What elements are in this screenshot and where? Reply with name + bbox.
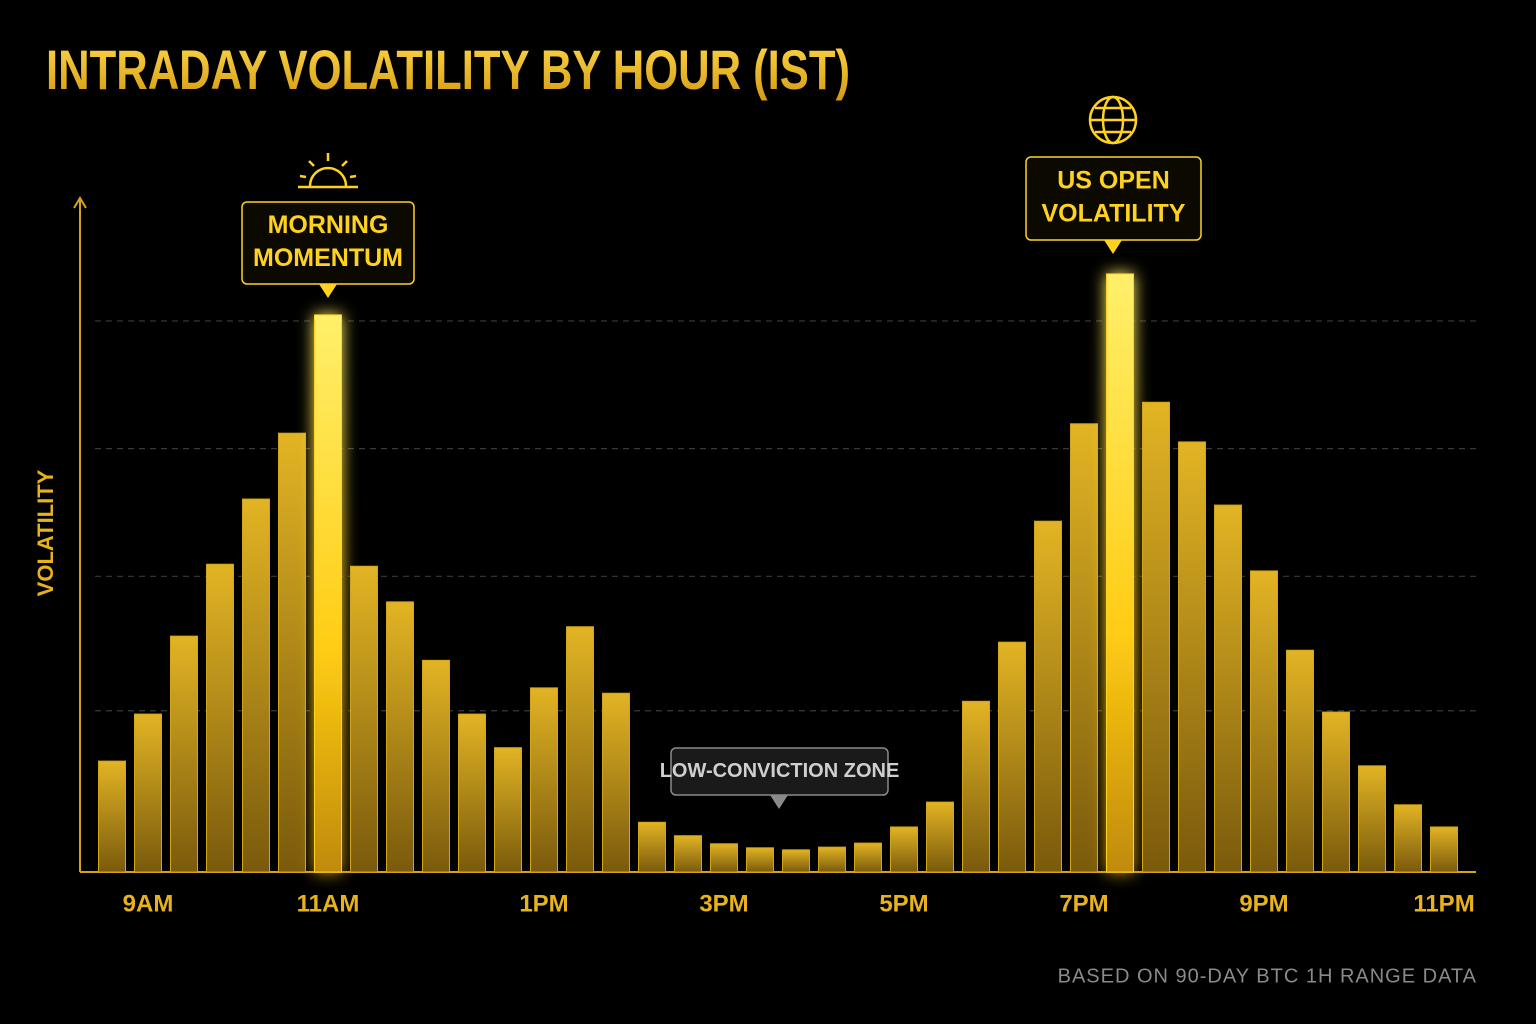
chart-title: INTRADAY VOLATILITY BY HOUR (IST)	[46, 38, 850, 101]
bar	[1034, 520, 1062, 873]
callout-text: MORNING	[268, 211, 389, 239]
x-tick-label: 7PM	[1059, 890, 1108, 917]
bar	[98, 760, 126, 873]
bar	[350, 565, 378, 873]
sun-icon	[298, 153, 358, 189]
x-tick-label: 9PM	[1239, 890, 1288, 917]
bar	[746, 847, 774, 873]
x-tick-label: 9AM	[123, 890, 174, 917]
bar	[1358, 765, 1386, 873]
bar	[314, 314, 342, 873]
callout-text: US OPEN	[1057, 167, 1170, 195]
callout-pointer	[1104, 240, 1122, 254]
bar	[386, 601, 414, 873]
bar	[818, 846, 846, 873]
callout-pointer	[319, 284, 337, 298]
bar	[1106, 273, 1134, 873]
bar	[458, 713, 486, 873]
x-tick-label: 5PM	[879, 890, 928, 917]
x-tick-label: 1PM	[519, 890, 568, 917]
bar	[1286, 649, 1314, 873]
callout: MORNING MOMENTUM	[241, 201, 415, 298]
bar	[278, 432, 306, 873]
callout-text: VOLATILITY	[1042, 200, 1186, 228]
bar	[1394, 804, 1422, 873]
bar	[1430, 826, 1458, 873]
bar	[242, 498, 270, 873]
bar	[530, 687, 558, 873]
footnote: BASED ON 90-DAY BTC 1H RANGE DATA	[1058, 965, 1477, 987]
globe-icon	[1088, 95, 1138, 145]
bar	[674, 835, 702, 873]
bar	[710, 843, 738, 873]
bar	[1214, 504, 1242, 873]
callout-text: MOMENTUM	[253, 244, 403, 272]
callout-pointer	[770, 795, 788, 809]
bar	[1250, 570, 1278, 873]
bar	[494, 747, 522, 873]
bar	[1178, 441, 1206, 873]
bar	[854, 842, 882, 873]
x-tick-label: 3PM	[699, 890, 748, 917]
bar	[134, 713, 162, 873]
callout: LOW-CONVICTION ZONE	[660, 747, 900, 809]
bar	[602, 692, 630, 873]
x-tick-label: 11AM	[297, 890, 360, 917]
bar	[1322, 711, 1350, 873]
bar	[422, 659, 450, 873]
bar	[638, 821, 666, 873]
callout: US OPEN VOLATILITY	[1025, 156, 1202, 254]
x-tick-label: 11PM	[1413, 890, 1474, 917]
bar	[962, 700, 990, 873]
bar	[890, 826, 918, 873]
bar	[926, 801, 954, 873]
bar	[1142, 401, 1170, 873]
y-axis-arrow	[73, 196, 87, 209]
bar	[566, 626, 594, 873]
bar	[998, 641, 1026, 873]
bar	[782, 849, 810, 873]
callout-text: LOW-CONVICTION ZONE	[660, 760, 900, 782]
bar	[1070, 423, 1098, 873]
y-axis-label: VOLATILITY	[33, 469, 58, 596]
bar	[206, 563, 234, 873]
bar	[170, 635, 198, 873]
